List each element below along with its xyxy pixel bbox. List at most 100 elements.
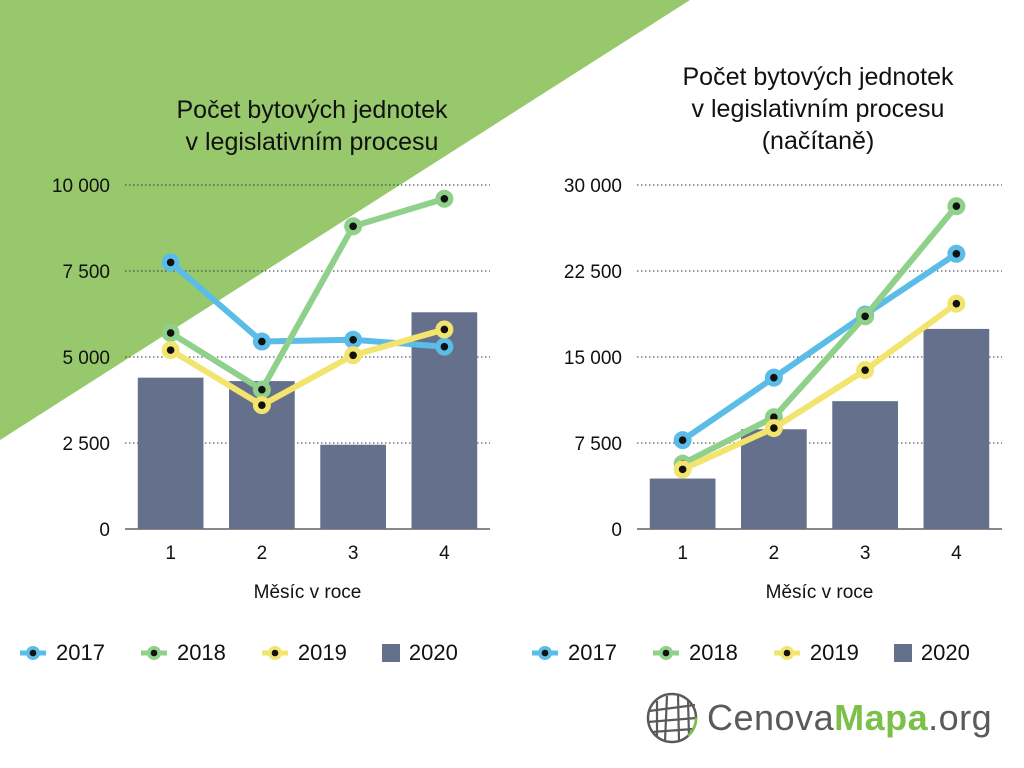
point-inner bbox=[349, 222, 357, 231]
point-2018-4 bbox=[435, 189, 454, 208]
chart-left-title-line1: Počet bytových jednotek bbox=[176, 96, 448, 124]
logo-text-part3: .org bbox=[928, 697, 993, 738]
logo-text-part2: Mapa bbox=[834, 697, 929, 738]
x-tick-label: 4 bbox=[439, 543, 450, 564]
point-2018-4 bbox=[947, 197, 966, 216]
x-tick-label: 4 bbox=[951, 543, 962, 564]
point-inner bbox=[258, 337, 266, 346]
legend-marker-2017 bbox=[20, 646, 46, 660]
bar-2020-3 bbox=[832, 401, 898, 529]
chart-left-title: Počet bytových jednotek v legislativním … bbox=[112, 94, 512, 158]
point-2017-4 bbox=[947, 244, 966, 263]
line-2019 bbox=[167, 326, 448, 409]
point-2017-2 bbox=[764, 368, 783, 387]
chart-left: 0 2 500 5 000 7 500 10 000 1 2 3 4 Měsíc v roce bbox=[52, 176, 490, 603]
legend-label-2017: 2017 bbox=[568, 640, 617, 665]
legend-marker-2020 bbox=[893, 644, 912, 662]
point-inner bbox=[770, 373, 778, 382]
legend-label-2019: 2019 bbox=[297, 640, 347, 665]
point-2017-4 bbox=[435, 337, 454, 356]
legend-item-2019: 2019 bbox=[772, 640, 859, 666]
chart-right-title-line2: v legislativním procesu bbox=[691, 95, 945, 123]
chart-right-legend: 2017 2018 2019 2020 bbox=[530, 638, 1004, 668]
point-2018-3 bbox=[344, 217, 363, 236]
x-axis-label: Měsíc v roce bbox=[254, 582, 362, 603]
point-inner bbox=[952, 202, 961, 211]
legend-item-2017: 2017 bbox=[530, 640, 617, 666]
point-inner bbox=[440, 342, 449, 351]
point-inner bbox=[166, 258, 175, 267]
point-2018-3 bbox=[856, 307, 875, 326]
globe-icon bbox=[646, 692, 698, 744]
chart-left-legend: 2017 2018 2019 2020 bbox=[18, 638, 492, 668]
point-2018-2 bbox=[252, 380, 271, 399]
y-tick-label: 7 500 bbox=[62, 262, 110, 283]
line-2017 bbox=[679, 250, 960, 444]
point-inner bbox=[678, 436, 687, 444]
bar-2020-3 bbox=[320, 444, 386, 529]
bar-2020-1 bbox=[137, 377, 204, 529]
chart-right-title-line1: Počet bytových jednotek bbox=[682, 63, 954, 91]
legend-label-2019: 2019 bbox=[809, 640, 859, 665]
point-inner bbox=[861, 366, 869, 374]
point-inner bbox=[440, 325, 449, 334]
legend-item-2018: 2018 bbox=[139, 640, 226, 666]
legend-item-2020: 2020 bbox=[893, 640, 970, 666]
point-2019-1 bbox=[673, 460, 692, 479]
y-tick-label: 10 000 bbox=[52, 176, 110, 197]
y-tick-label: 0 bbox=[99, 520, 110, 541]
point-inner bbox=[166, 346, 175, 354]
chart-left-title-line2: v legislativním procesu bbox=[185, 128, 439, 156]
chart-right: 0 7 500 15 000 22 500 30 000 1 2 3 4 Měsíc v roce bbox=[564, 176, 1002, 603]
legend-item-2020: 2020 bbox=[381, 640, 458, 666]
point-inner bbox=[440, 194, 449, 203]
point-2018-1 bbox=[161, 323, 180, 342]
legend-marker-2017 bbox=[532, 646, 558, 660]
logo-text: CenovaMapa.org bbox=[707, 697, 992, 739]
point-2017-3 bbox=[344, 330, 363, 349]
line-2019 bbox=[679, 300, 960, 473]
y-tick-label: 0 bbox=[611, 520, 622, 541]
legend-marker-2019 bbox=[773, 646, 800, 660]
point-2019-3 bbox=[856, 361, 875, 380]
line-2018 bbox=[167, 195, 448, 393]
point-inner bbox=[258, 401, 266, 409]
legend-label-2017: 2017 bbox=[56, 640, 105, 665]
point-2019-4 bbox=[435, 320, 454, 339]
y-tick-label: 30 000 bbox=[564, 176, 622, 197]
point-2017-1 bbox=[161, 253, 180, 272]
point-inner bbox=[349, 336, 357, 344]
point-inner bbox=[952, 299, 961, 308]
y-tick-label: 7 500 bbox=[574, 434, 622, 455]
point-2019-1 bbox=[161, 341, 180, 360]
bar-2020-1 bbox=[649, 478, 716, 529]
point-inner bbox=[258, 385, 266, 394]
legend-item-2018: 2018 bbox=[651, 640, 738, 666]
point-inner bbox=[678, 465, 687, 474]
x-tick-label: 3 bbox=[348, 543, 359, 564]
x-tick-label: 1 bbox=[677, 543, 688, 564]
chart-right-title-line3: (načítaně) bbox=[761, 127, 875, 155]
point-inner bbox=[166, 329, 175, 337]
point-inner bbox=[861, 312, 869, 321]
chart-right-title: Počet bytových jednotek v legislativním … bbox=[618, 61, 1018, 157]
bar-2020-2 bbox=[741, 429, 807, 529]
y-tick-label: 22 500 bbox=[564, 262, 622, 283]
legend-marker-2018 bbox=[140, 646, 167, 660]
y-tick-label: 5 000 bbox=[62, 348, 110, 369]
legend-label-2018: 2018 bbox=[688, 640, 738, 665]
logo-text-part1: Cenova bbox=[707, 697, 835, 738]
legend-label-2020: 2020 bbox=[920, 640, 970, 665]
legend-marker-2018 bbox=[652, 646, 679, 660]
point-inner bbox=[952, 250, 961, 258]
point-2019-3 bbox=[344, 346, 363, 365]
legend-marker-2020 bbox=[381, 644, 400, 662]
y-tick-label: 15 000 bbox=[564, 348, 622, 369]
x-tick-label: 3 bbox=[860, 543, 871, 564]
point-2019-2 bbox=[252, 396, 271, 415]
point-inner bbox=[349, 351, 357, 360]
x-tick-label: 2 bbox=[257, 543, 268, 564]
legend-label-2018: 2018 bbox=[176, 640, 226, 665]
point-2019-4 bbox=[947, 294, 966, 313]
bar-2020-4 bbox=[923, 328, 990, 529]
